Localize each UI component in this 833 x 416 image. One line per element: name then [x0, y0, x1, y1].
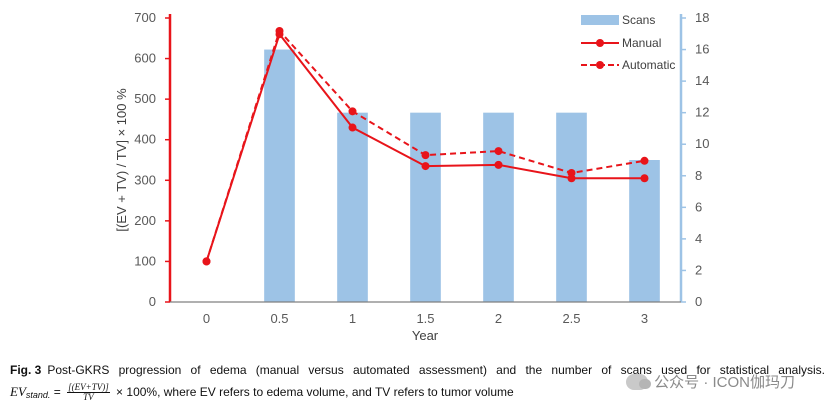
x-axis-title: Year [412, 328, 439, 343]
bar-scans-1.5 [410, 112, 441, 303]
formula-denominator: TV [83, 392, 94, 403]
y-left-tick-label-500: 500 [134, 91, 156, 106]
y-right-tick-label-18: 18 [695, 10, 709, 25]
caption-fig-label: Fig. 3 [10, 363, 42, 377]
y-left-tick-label-100: 100 [134, 253, 156, 268]
formula-numerator: [(EV+TV)] [67, 382, 110, 394]
bar-scans-2 [483, 112, 514, 303]
point-manual-2 [494, 160, 503, 169]
point-manual-1.5 [421, 162, 430, 171]
point-manual-1 [348, 123, 357, 132]
legend-label-automatic: Automatic [622, 58, 675, 72]
x-tick-label-0.5: 0.5 [270, 311, 288, 326]
point-automatic-0 [202, 257, 211, 266]
watermark-text: 公众号 · ICON伽玛刀 [654, 374, 795, 391]
caption-line-2: EVstand. = [(EV+TV)] TV × 100%, where EV… [10, 381, 825, 406]
point-manual-3 [640, 174, 649, 183]
y-right-tick-label-0: 0 [695, 294, 702, 309]
y-right-tick-label-16: 16 [695, 42, 709, 57]
x-tick-label-2: 2 [495, 311, 502, 326]
y-left-tick-label-400: 400 [134, 132, 156, 147]
y-left-tick-label-300: 300 [134, 172, 156, 187]
legend-marker-manual [596, 39, 604, 47]
legend-swatch-scans [581, 15, 619, 25]
y-right-tick-label-14: 14 [695, 73, 709, 88]
y-left-tick-label-700: 700 [134, 10, 156, 25]
formula-lhs: EV [10, 384, 26, 399]
x-tick-label-1: 1 [349, 311, 356, 326]
x-tick-label-2.5: 2.5 [562, 311, 580, 326]
formula-fraction: [(EV+TV)] TV [67, 383, 110, 402]
wechat-icon [626, 373, 652, 390]
y-right-tick-label-6: 6 [695, 199, 702, 214]
watermark: 公众号 · ICON伽玛刀 [626, 371, 795, 392]
point-automatic-1.5 [421, 151, 430, 160]
y-right-tick-label-10: 10 [695, 136, 709, 151]
y-left-tick-label-0: 0 [149, 294, 156, 309]
bar-scans-3 [629, 160, 660, 302]
formula-subscript: stand. [25, 390, 51, 400]
y-right-tick-label-2: 2 [695, 262, 702, 277]
formula-rest: × 100%, where EV refers to edema volume,… [116, 385, 514, 399]
point-automatic-2 [494, 147, 503, 156]
bar-scans-1 [337, 112, 368, 303]
legend-marker-automatic [596, 61, 604, 69]
x-tick-label-0: 0 [203, 311, 210, 326]
y-left-tick-label-600: 600 [134, 51, 156, 66]
point-automatic-1 [348, 107, 357, 116]
point-automatic-0.5 [275, 26, 284, 35]
y-right-tick-label-8: 8 [695, 168, 702, 183]
legend-label-scans: Scans [622, 13, 655, 27]
legend: Scans Manual Automatic [581, 13, 675, 72]
y-right-tick-label-4: 4 [695, 231, 702, 246]
formula-equals: = [53, 385, 61, 399]
legend-label-manual: Manual [622, 36, 661, 50]
bar-scans-2.5 [556, 112, 587, 303]
point-automatic-3 [640, 156, 649, 165]
x-tick-label-1.5: 1.5 [416, 311, 434, 326]
x-tick-label-3: 3 [641, 311, 648, 326]
point-automatic-2.5 [567, 168, 576, 177]
y-left-tick-label-200: 200 [134, 213, 156, 228]
y-axis-left-title: [(EV + TV) / TV] × 100 % [114, 88, 129, 232]
y-right-tick-label-12: 12 [695, 105, 709, 120]
bar-scans-0.5 [264, 49, 295, 302]
